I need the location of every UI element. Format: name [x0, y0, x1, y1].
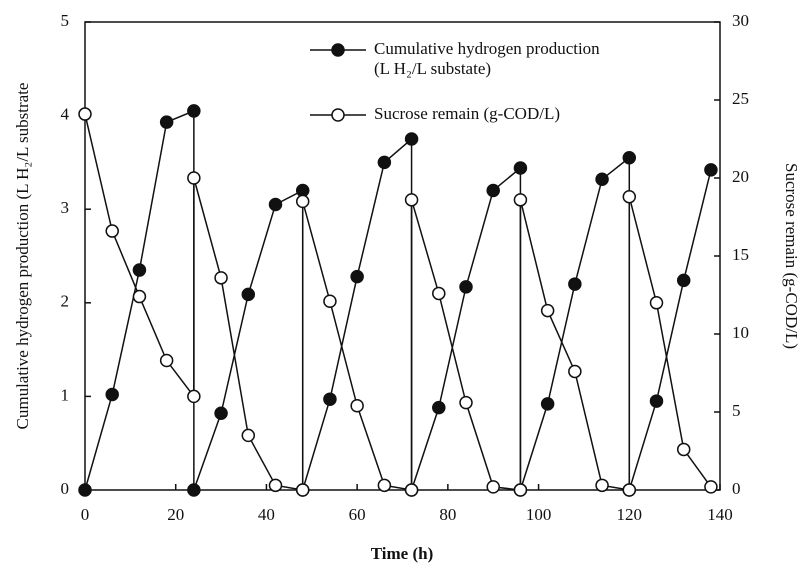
data-point — [214, 406, 228, 420]
data-point — [159, 115, 174, 129]
x-tick-label: 80 — [439, 505, 456, 524]
x-tick-label: 20 — [167, 505, 184, 524]
data-point — [404, 193, 419, 207]
data-point — [513, 193, 528, 207]
data-point — [704, 163, 718, 177]
y-tick-label: 2 — [61, 292, 70, 311]
data-point — [214, 271, 228, 285]
data-point — [622, 483, 637, 497]
legend-marker — [331, 43, 345, 57]
y-tick-label: 1 — [61, 385, 70, 404]
data-point — [459, 280, 473, 294]
data-point — [676, 273, 691, 288]
y2-tick-label: 20 — [732, 167, 749, 186]
x-tick-label: 100 — [526, 505, 552, 524]
y2-tick-label: 30 — [732, 11, 749, 30]
data-point — [350, 269, 364, 284]
data-point — [132, 263, 147, 277]
data-point — [323, 294, 337, 308]
data-point — [622, 189, 637, 204]
series-line — [84, 113, 712, 491]
data-point — [513, 483, 528, 497]
data-point — [241, 287, 256, 302]
data-point — [676, 442, 691, 457]
data-point — [432, 400, 446, 415]
legend-bg — [305, 101, 715, 129]
data-point — [540, 303, 555, 318]
data-point — [404, 132, 419, 146]
plot-frame — [84, 21, 721, 491]
data-point — [268, 197, 283, 212]
data-point — [513, 161, 528, 175]
data-point — [377, 155, 392, 170]
legend-bg — [305, 36, 715, 86]
y2-tick-label: 25 — [732, 89, 749, 108]
y-tick-label: 5 — [61, 11, 70, 30]
legend-label: Sucrose remain (g-COD/L) — [374, 104, 561, 123]
y2-tick-label: 0 — [732, 479, 741, 498]
data-point — [595, 172, 609, 186]
data-point — [268, 478, 283, 493]
y-tick-label: 0 — [61, 479, 70, 498]
data-point — [540, 397, 555, 411]
y2-axis-label: Sucrose remain (g-COD/L) — [782, 163, 801, 349]
data-point — [187, 389, 201, 404]
data-point — [649, 296, 664, 310]
data-point — [486, 480, 500, 494]
y2-tick-label: 15 — [732, 245, 749, 264]
x-axis-label: Time (h) — [371, 544, 434, 563]
data-point — [404, 483, 419, 497]
data-point — [377, 478, 392, 493]
y-axis-label: Cumulative hydrogen production (L H₂/L s… — [13, 83, 32, 430]
data-point — [295, 483, 310, 497]
data-point — [132, 289, 147, 304]
data-point — [187, 483, 201, 497]
data-point — [78, 107, 92, 121]
data-point — [622, 150, 637, 165]
data-point — [568, 277, 582, 291]
data-point — [350, 399, 364, 413]
x-tick-label: 140 — [707, 505, 733, 524]
x-tick-label: 120 — [617, 505, 643, 524]
data-point — [159, 353, 174, 368]
x-tick-label: 60 — [349, 505, 366, 524]
y-tick-label: 4 — [61, 105, 70, 124]
data-point — [187, 171, 201, 185]
y-tick-label: 3 — [61, 198, 70, 217]
data-point — [78, 483, 92, 497]
y2-tick-label: 10 — [732, 323, 749, 342]
data-point — [105, 387, 119, 402]
data-point — [649, 394, 664, 408]
data-point — [704, 480, 718, 494]
y2-tick-label: 5 — [732, 401, 741, 420]
legend-label: Cumulative hydrogen production (L H₂/L s… — [374, 39, 600, 78]
x-tick-label: 0 — [81, 505, 90, 524]
data-point — [187, 104, 201, 118]
data-point — [295, 194, 310, 209]
data-point — [595, 478, 609, 493]
series-line — [84, 109, 712, 491]
data-point — [432, 286, 446, 301]
data-point — [459, 395, 473, 410]
data-point — [568, 364, 582, 379]
data-point — [105, 224, 119, 238]
legend-marker — [331, 108, 345, 122]
data-point — [486, 183, 500, 198]
data-point — [323, 392, 337, 406]
data-point — [241, 428, 256, 443]
x-tick-label: 40 — [258, 505, 275, 524]
